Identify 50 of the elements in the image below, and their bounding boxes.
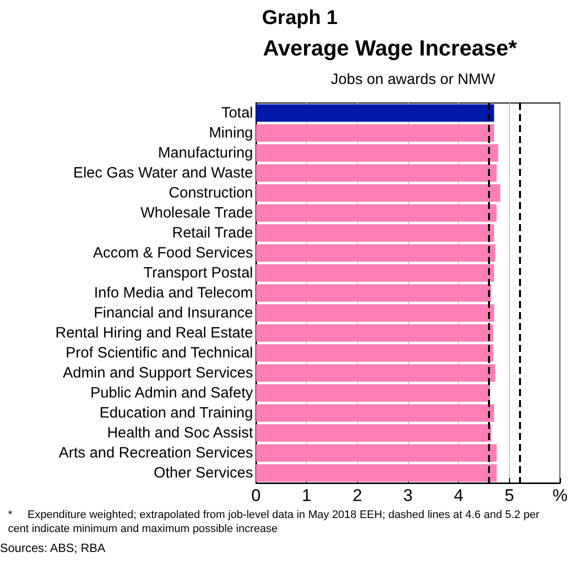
y-tick-label: Education and Training <box>100 404 253 422</box>
x-tick-label: 5 <box>504 486 514 505</box>
bar <box>256 224 494 242</box>
x-tick-label: % <box>552 486 568 505</box>
bar <box>256 304 494 322</box>
bar <box>256 104 494 122</box>
bar <box>256 404 494 422</box>
y-tick-label: Elec Gas Water and Waste <box>73 164 253 182</box>
bar <box>256 444 497 462</box>
bar <box>256 324 494 342</box>
bar <box>256 464 497 482</box>
y-tick-label: Prof Scientific and Technical <box>66 344 253 362</box>
y-tick-label: Transport Postal <box>144 264 253 282</box>
y-tick-label: Mining <box>208 124 253 142</box>
y-tick-label: Financial and Insurance <box>94 304 253 322</box>
y-tick-label: Info Media and Telecom <box>94 284 253 302</box>
y-tick-label: Admin and Support Services <box>62 364 253 382</box>
y-tick-label: Public Admin and Safety <box>90 384 254 402</box>
source-note: Sources: ABS; RBA <box>0 541 106 555</box>
bar <box>256 284 492 302</box>
bar <box>256 424 492 442</box>
y-tick-label: Total <box>221 104 253 122</box>
y-tick-label: Rental Hiring and Real Estate <box>55 324 253 342</box>
bar <box>256 204 497 222</box>
bar <box>256 244 496 262</box>
bar <box>256 184 500 202</box>
x-tick-label: 2 <box>352 486 362 505</box>
x-tick-label: 0 <box>251 486 261 505</box>
y-tick-label: Manufacturing <box>158 144 253 162</box>
bar <box>256 264 494 282</box>
y-tick-label: Accom & Food Services <box>92 244 253 262</box>
y-tick-label: Wholesale Trade <box>140 204 253 222</box>
x-tick-label: 3 <box>403 486 413 505</box>
x-tick-label: 1 <box>302 486 312 505</box>
text: * Expenditure weighted; extrapolated from job-level data in May 2018 EEH; dashed lines at 4.6 and 5.2 per cent indicate minimum and maximum possible increase <box>8 509 542 535</box>
bar <box>256 384 490 402</box>
y-tick-label: Retail Trade <box>172 224 253 242</box>
x-tick-label: 4 <box>454 486 464 505</box>
chart-subtitle: Jobs on awards or NMW <box>330 71 496 88</box>
y-tick-label: Construction <box>168 184 253 202</box>
caption: Graph 1 <box>262 7 338 29</box>
bar <box>256 344 494 362</box>
y-tick-label: Health and Soc Assist <box>107 424 254 442</box>
y-tick-label: Arts and Recreation Services <box>58 444 253 462</box>
y-tick-label: Other Services <box>154 464 253 482</box>
chart-title: Average Wage Increase* <box>263 36 518 60</box>
bar <box>256 364 496 382</box>
bar <box>256 124 494 142</box>
bar <box>256 164 497 182</box>
bar <box>256 144 498 162</box>
